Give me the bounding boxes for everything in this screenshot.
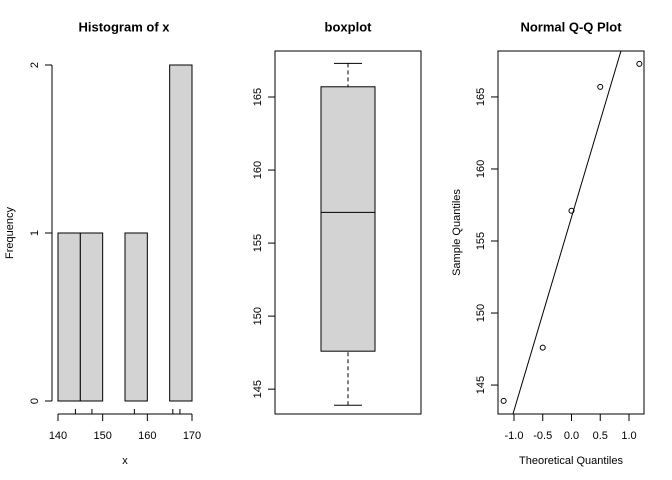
x-tick-label: -0.5 [533,430,552,442]
y-axis-label: Sample Quantiles [451,189,463,276]
bar [169,64,193,402]
bar [124,232,148,402]
x-tick-label: -1.0 [505,430,524,442]
x-tick-label: 1.0 [621,430,636,442]
chart-title: Histogram of x [78,19,170,34]
bar [79,232,104,402]
x-tick-label: 0.5 [593,430,608,442]
y-tick-label: 165 [252,88,264,106]
point [500,397,507,404]
chart-title: Normal Q-Q Plot [520,19,622,34]
y-tick-label: 165 [475,88,487,106]
x-tick-label: 170 [183,430,201,442]
point [568,207,575,214]
point [636,60,643,67]
chart-title: boxplot [325,19,373,34]
plot-frame [497,50,645,415]
x-axis-label: Theoretical Quantiles [519,455,623,467]
plot-frame [274,50,422,415]
reference-line [512,51,622,414]
y-axis-label: Frequency [4,207,16,259]
x-tick-label: 0.0 [564,430,579,442]
y-tick-label: 145 [475,376,487,394]
y-tick-label: 150 [252,307,264,325]
y-tick-label: 0 [29,398,41,404]
x-tick-label: 140 [49,430,67,442]
x-axis-label: x [122,455,128,467]
x-tick-label: 150 [93,430,111,442]
y-tick-label: 160 [475,160,487,178]
point [597,83,604,90]
y-tick-label: 150 [475,304,487,322]
y-tick-label: 155 [252,234,264,252]
point [539,344,546,351]
x-tick-label: 160 [138,430,156,442]
y-tick-label: 160 [252,161,264,179]
box [320,86,376,352]
y-tick-label: 1 [29,230,41,236]
y-tick-label: 145 [252,380,264,398]
y-tick-label: 155 [475,232,487,250]
clip-group [512,51,622,414]
y-tick-label: 2 [29,62,41,68]
bar [57,232,81,402]
